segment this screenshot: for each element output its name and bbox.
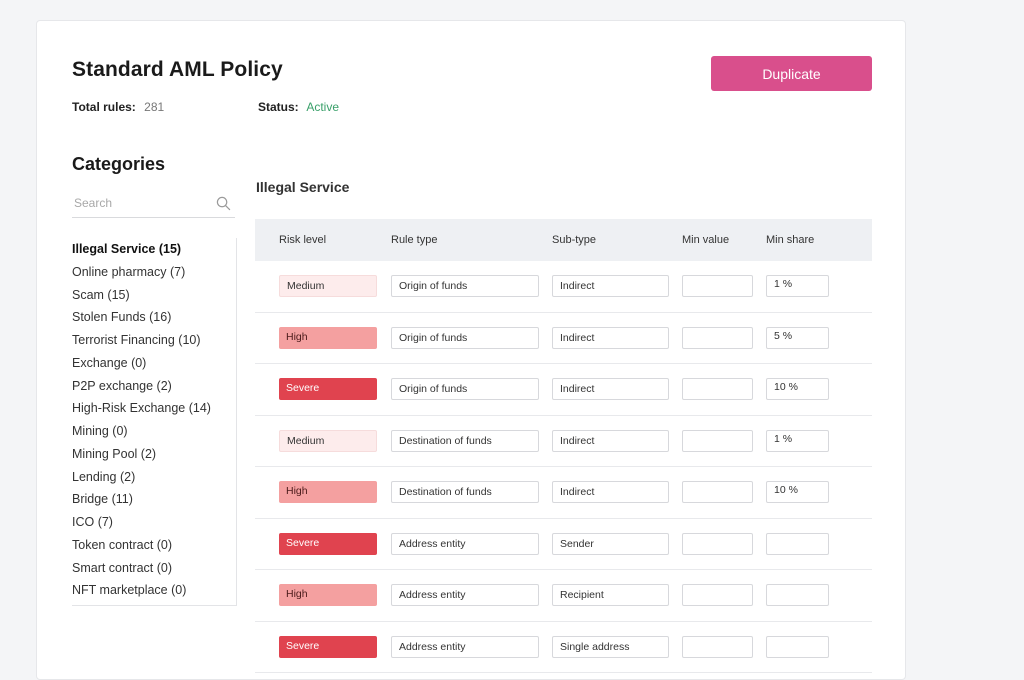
category-item[interactable]: Token contract (0) — [72, 537, 173, 552]
min-value-input[interactable] — [682, 275, 753, 297]
categories-title: Categories — [72, 154, 166, 174]
rule-type-select[interactable]: Destination of funds — [391, 481, 539, 503]
sub-type-select[interactable]: Indirect — [552, 326, 669, 349]
risk-level-select[interactable]: Severe — [279, 635, 377, 658]
total-rules-label: Total rules: — [72, 100, 136, 114]
sub-type-select[interactable]: Indirect — [552, 481, 669, 503]
column-header-risk-level: Risk level — [279, 234, 327, 246]
duplicate-button[interactable]: Duplicate — [711, 56, 872, 91]
risk-level-select[interactable]: Medium — [279, 275, 377, 297]
table-row: Severe Address entity Sender — [255, 519, 872, 570]
category-item[interactable]: Bridge (11) — [72, 492, 133, 507]
min-share-input[interactable] — [766, 584, 829, 606]
table-row: Medium Destination of funds Indirect 1 % — [255, 416, 872, 467]
table-row: High Origin of funds Indirect 5 % — [255, 313, 872, 364]
min-share-input[interactable] — [766, 532, 829, 555]
table-row: High Address entity Recipient — [255, 570, 872, 622]
status-label: Status: — [258, 100, 299, 114]
column-header-min-value: Min value — [682, 234, 730, 246]
category-item[interactable]: ICO (7) — [72, 515, 113, 529]
rule-type-select[interactable]: Origin of funds — [391, 275, 539, 297]
status-badge: Active — [306, 100, 340, 114]
min-value-input[interactable] — [682, 378, 753, 400]
rule-type-select[interactable]: Address entity — [391, 635, 539, 658]
min-value-input[interactable] — [682, 326, 753, 349]
risk-level-select[interactable]: High — [279, 326, 377, 349]
rule-type-select[interactable]: Destination of funds — [391, 429, 539, 452]
category-item[interactable]: Exchange (0) — [72, 355, 147, 370]
column-header-rule-type: Rule type — [391, 234, 438, 246]
category-item[interactable]: Terrorist Financing (10) — [72, 333, 201, 347]
min-value-input[interactable] — [682, 532, 753, 555]
category-item[interactable]: Smart contract (0) — [72, 560, 173, 575]
sub-type-select[interactable]: Indirect — [552, 378, 669, 400]
min-value-input[interactable] — [682, 584, 753, 606]
table-row: High Destination of funds Indirect 10 % — [255, 467, 872, 519]
rule-type-select[interactable]: Address entity — [391, 584, 539, 606]
sub-type-select[interactable]: Sender — [552, 532, 669, 555]
search-input[interactable] — [72, 191, 204, 215]
category-item[interactable]: Online pharmacy (7) — [72, 264, 186, 279]
risk-level-select[interactable]: Medium — [279, 429, 377, 452]
min-share-input[interactable] — [766, 635, 829, 658]
table-row: Severe Origin of funds Indirect 10 % — [255, 364, 872, 416]
min-share-input[interactable]: 1 % — [766, 429, 829, 452]
category-item[interactable]: High-Risk Exchange (14) — [72, 401, 211, 416]
risk-level-select[interactable]: Severe — [279, 378, 377, 400]
rule-type-select[interactable]: Address entity — [391, 532, 539, 555]
column-header-min-share: Min share — [766, 234, 815, 246]
page-title: Standard AML Policy — [72, 58, 283, 81]
min-share-input[interactable]: 10 % — [766, 378, 829, 400]
category-search — [72, 191, 235, 218]
table-row: Medium Origin of funds Indirect 1 % — [255, 261, 872, 313]
rule-type-select[interactable]: Origin of funds — [391, 326, 539, 349]
rule-type-select[interactable]: Origin of funds — [391, 378, 539, 400]
category-item[interactable]: Mining (0) — [72, 424, 128, 438]
column-header-sub-type: Sub-type — [552, 234, 597, 246]
rules-table-body: Medium Origin of funds Indirect 1 % High Orig… — [255, 261, 872, 673]
sub-type-select[interactable]: Indirect — [552, 429, 669, 452]
table-row: Severe Address entity Single address — [255, 622, 872, 673]
min-value-input[interactable] — [682, 429, 753, 452]
total-rules: Total rules: 281 — [72, 100, 164, 114]
risk-level-select[interactable]: High — [279, 481, 377, 503]
sub-type-select[interactable]: Indirect — [552, 275, 669, 297]
min-share-input[interactable]: 5 % — [766, 326, 829, 349]
category-item[interactable]: Stolen Funds (16) — [72, 310, 172, 325]
total-rules-value: 281 — [144, 100, 165, 114]
category-item[interactable]: Illegal Service (15) — [72, 242, 182, 256]
policy-card: Standard AML Policy Duplicate Total rule… — [36, 20, 906, 680]
search-icon[interactable] — [216, 196, 231, 211]
category-item[interactable]: Scam (15) — [72, 287, 130, 302]
sub-type-select[interactable]: Single address — [552, 635, 669, 658]
category-item[interactable]: Mining Pool (2) — [72, 446, 157, 461]
min-value-input[interactable] — [682, 635, 753, 658]
rules-table-header: Risk level Rule type Sub-type Min value … — [255, 219, 872, 261]
risk-level-select[interactable]: Severe — [279, 532, 377, 555]
category-item[interactable]: Lending (2) — [72, 469, 136, 484]
min-share-input[interactable]: 1 % — [766, 275, 829, 297]
policy-status: Status: Active — [258, 100, 339, 114]
sub-type-select[interactable]: Recipient — [552, 584, 669, 606]
category-item[interactable]: NFT marketplace (0) — [72, 583, 187, 598]
risk-level-select[interactable]: High — [279, 584, 377, 606]
section-title: Illegal Service — [256, 179, 350, 195]
min-value-input[interactable] — [682, 481, 753, 503]
min-share-input[interactable]: 10 % — [766, 481, 829, 503]
category-list: Illegal Service (15) Online pharmacy (7) S… — [72, 238, 237, 606]
category-item[interactable]: P2P exchange (2) — [72, 378, 172, 393]
